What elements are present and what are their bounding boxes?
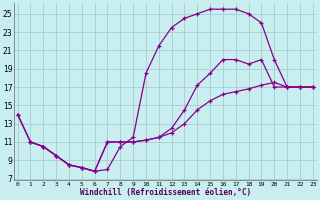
X-axis label: Windchill (Refroidissement éolien,°C): Windchill (Refroidissement éolien,°C) (80, 188, 251, 197)
